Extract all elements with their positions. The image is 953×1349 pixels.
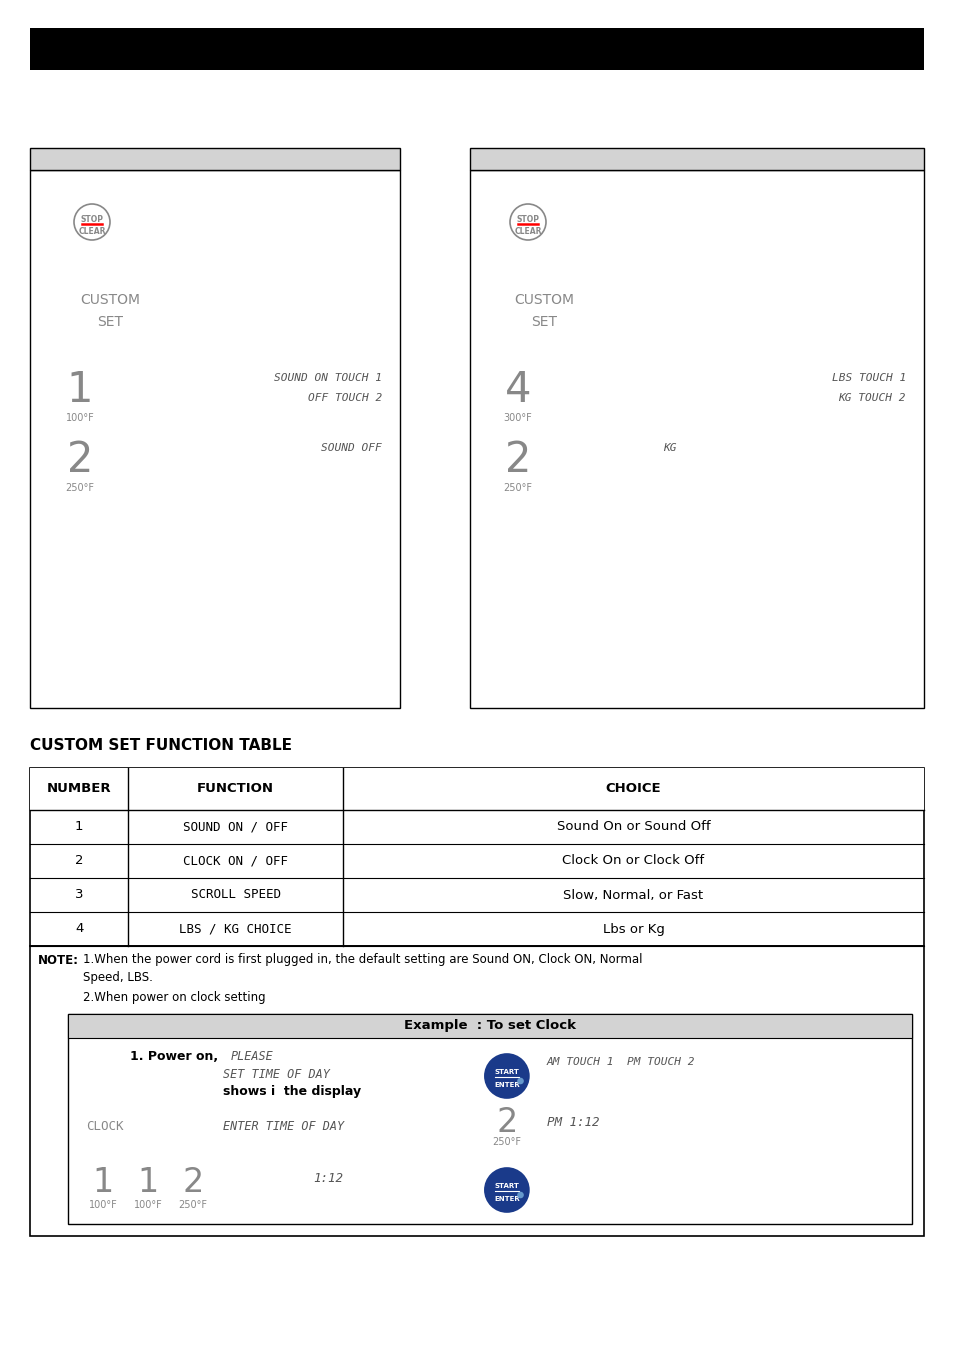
Text: ENTER: ENTER <box>494 1197 519 1202</box>
Bar <box>68 1014 911 1037</box>
Text: Slow, Normal, or Fast: Slow, Normal, or Fast <box>563 889 702 901</box>
Circle shape <box>510 204 545 240</box>
Text: CLOCK: CLOCK <box>86 1120 123 1133</box>
Text: STOP: STOP <box>80 214 103 224</box>
Text: 300°F: 300°F <box>503 413 532 424</box>
Bar <box>30 946 923 1236</box>
Text: SOUND ON TOUCH 1: SOUND ON TOUCH 1 <box>274 374 381 383</box>
Text: SCROLL SPEED: SCROLL SPEED <box>191 889 280 901</box>
Text: 250°F: 250°F <box>503 483 532 492</box>
Text: 1: 1 <box>75 820 83 834</box>
Text: 2: 2 <box>182 1167 204 1199</box>
Text: FUNCTION: FUNCTION <box>197 782 274 796</box>
Text: KG: KG <box>662 442 676 453</box>
Text: 1. Power on,: 1. Power on, <box>131 1050 223 1063</box>
Text: 100°F: 100°F <box>66 413 94 424</box>
Text: Speed, LBS.: Speed, LBS. <box>83 971 152 985</box>
Text: OFF TOUCH 2: OFF TOUCH 2 <box>308 393 381 403</box>
Bar <box>30 768 923 809</box>
Text: PM 1:12: PM 1:12 <box>546 1116 598 1129</box>
Text: Sound On or Sound Off: Sound On or Sound Off <box>556 820 710 834</box>
Text: LBS / KG CHOICE: LBS / KG CHOICE <box>179 923 292 935</box>
Circle shape <box>74 204 110 240</box>
Text: 2: 2 <box>496 1105 517 1139</box>
Text: AM TOUCH 1  PM TOUCH 2: AM TOUCH 1 PM TOUCH 2 <box>546 1058 695 1067</box>
Text: Example  : To set Clock: Example : To set Clock <box>403 1020 576 1032</box>
Text: 2.When power on clock setting: 2.When power on clock setting <box>83 992 265 1005</box>
Bar <box>30 148 399 170</box>
Text: START: START <box>494 1183 518 1188</box>
Text: 1:12: 1:12 <box>313 1171 343 1184</box>
Text: NUMBER: NUMBER <box>47 782 112 796</box>
Circle shape <box>484 1054 528 1098</box>
Bar <box>470 170 923 708</box>
Bar <box>470 148 923 170</box>
Text: SET: SET <box>531 316 557 329</box>
Text: 4: 4 <box>75 923 83 935</box>
Text: ENTER TIME OF DAY: ENTER TIME OF DAY <box>223 1120 344 1133</box>
Text: shows i  the display: shows i the display <box>223 1086 361 1098</box>
Text: SOUND OFF: SOUND OFF <box>321 442 381 453</box>
Circle shape <box>517 1191 523 1198</box>
Text: 1: 1 <box>67 370 93 411</box>
Bar <box>30 28 923 70</box>
Text: CUSTOM: CUSTOM <box>80 293 140 308</box>
Text: START: START <box>494 1068 518 1075</box>
Circle shape <box>484 1168 528 1211</box>
Text: 1: 1 <box>92 1167 113 1199</box>
Circle shape <box>517 1078 523 1085</box>
Text: CLEAR: CLEAR <box>514 227 541 236</box>
Text: NOTE:: NOTE: <box>38 954 79 966</box>
Text: LBS TOUCH 1: LBS TOUCH 1 <box>831 374 905 383</box>
Bar <box>68 1014 911 1224</box>
Text: 2: 2 <box>67 438 93 482</box>
Text: 3: 3 <box>75 889 83 901</box>
Text: 250°F: 250°F <box>178 1201 208 1210</box>
Text: CHOICE: CHOICE <box>605 782 660 796</box>
Text: ENTER: ENTER <box>494 1082 519 1089</box>
Text: KG TOUCH 2: KG TOUCH 2 <box>838 393 905 403</box>
Text: 250°F: 250°F <box>492 1137 521 1147</box>
Text: SET TIME OF DAY: SET TIME OF DAY <box>223 1067 330 1081</box>
Text: 4: 4 <box>504 370 531 411</box>
Text: 2: 2 <box>75 854 83 867</box>
Text: SOUND ON / OFF: SOUND ON / OFF <box>183 820 288 834</box>
Text: CUSTOM SET FUNCTION TABLE: CUSTOM SET FUNCTION TABLE <box>30 738 292 753</box>
Bar <box>30 170 399 708</box>
Text: CUSTOM: CUSTOM <box>514 293 574 308</box>
Text: 1.When the power cord is first plugged in, the default setting are Sound ON, Clo: 1.When the power cord is first plugged i… <box>83 954 641 966</box>
Text: Lbs or Kg: Lbs or Kg <box>602 923 663 935</box>
Text: PLEASE: PLEASE <box>231 1050 274 1063</box>
Text: 250°F: 250°F <box>66 483 94 492</box>
Text: Clock On or Clock Off: Clock On or Clock Off <box>562 854 703 867</box>
Text: SET: SET <box>97 316 123 329</box>
Text: CLEAR: CLEAR <box>78 227 106 236</box>
Text: 2: 2 <box>504 438 531 482</box>
Bar <box>30 768 923 946</box>
Text: 100°F: 100°F <box>133 1201 162 1210</box>
Text: CLOCK ON / OFF: CLOCK ON / OFF <box>183 854 288 867</box>
Text: STOP: STOP <box>516 214 539 224</box>
Text: 100°F: 100°F <box>89 1201 117 1210</box>
Text: 1: 1 <box>137 1167 158 1199</box>
